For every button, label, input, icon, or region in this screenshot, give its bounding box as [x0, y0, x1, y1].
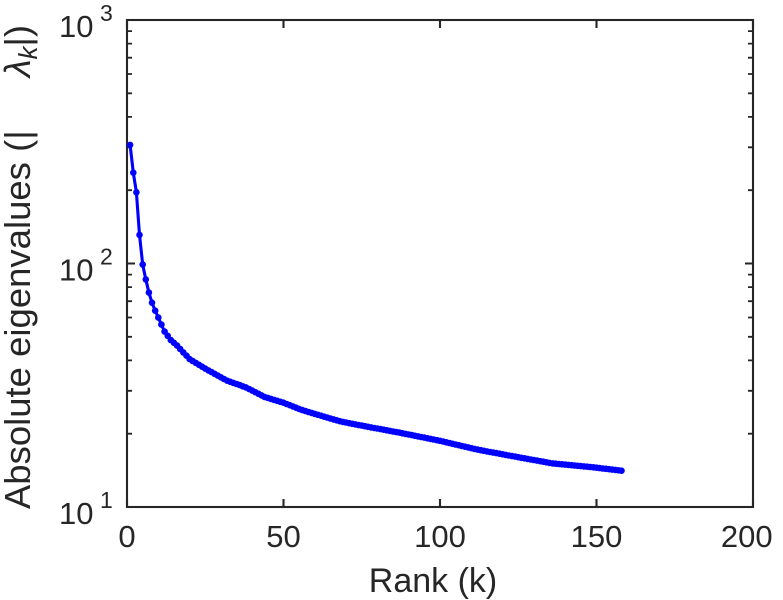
svg-text:10: 10	[59, 9, 93, 44]
svg-text:100: 100	[414, 519, 466, 554]
svg-text:50: 50	[266, 519, 300, 554]
svg-text:0: 0	[118, 519, 135, 554]
svg-text:3: 3	[100, 0, 113, 26]
svg-text:10: 10	[59, 253, 93, 288]
svg-text:2: 2	[100, 244, 113, 270]
svg-text:10: 10	[59, 496, 93, 531]
svg-text:1: 1	[100, 487, 113, 513]
svg-text:Rank (k): Rank (k)	[369, 562, 497, 600]
svg-text:150: 150	[571, 519, 623, 554]
svg-text:200: 200	[721, 519, 773, 554]
